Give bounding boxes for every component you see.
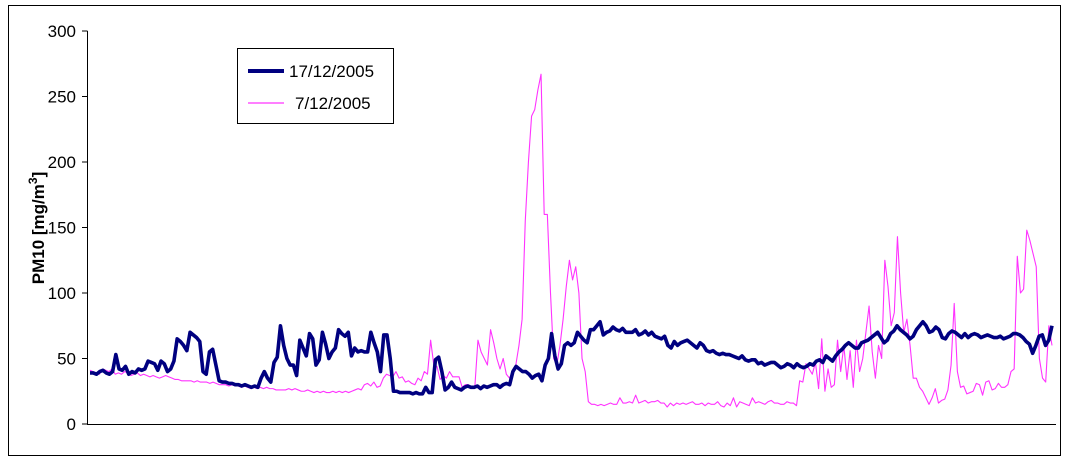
legend-label-17-12-2005: 17/12/2005 [289,62,374,81]
y-tick-label-100: 100 [48,284,76,303]
y-axis-title: PM10 [mg/m3] [26,172,48,285]
legend: 17/12/2005 7/12/2005 [237,48,394,124]
y-tick-label-0: 0 [67,415,76,434]
y-axis-title-close: ] [29,172,48,178]
legend-label-7-12-2005: 7/12/2005 [295,94,371,113]
y-tick-label-150: 150 [48,219,76,238]
y-tick-label-250: 250 [48,88,76,107]
chart-frame [8,5,1061,456]
y-tick-label-200: 200 [48,153,76,172]
legend-box [237,48,394,124]
y-axis-title-base: PM10 [mg/m [29,184,48,284]
series-line-17-12-2005 [90,320,1054,396]
y-tick-group: 0 50 100 150 200 250 300 [48,22,88,434]
y-tick-label-300: 300 [48,22,76,41]
y-axis-title-sup: 3 [26,177,40,184]
series-layer [89,73,1054,408]
y-tick-label-50: 50 [57,350,76,369]
